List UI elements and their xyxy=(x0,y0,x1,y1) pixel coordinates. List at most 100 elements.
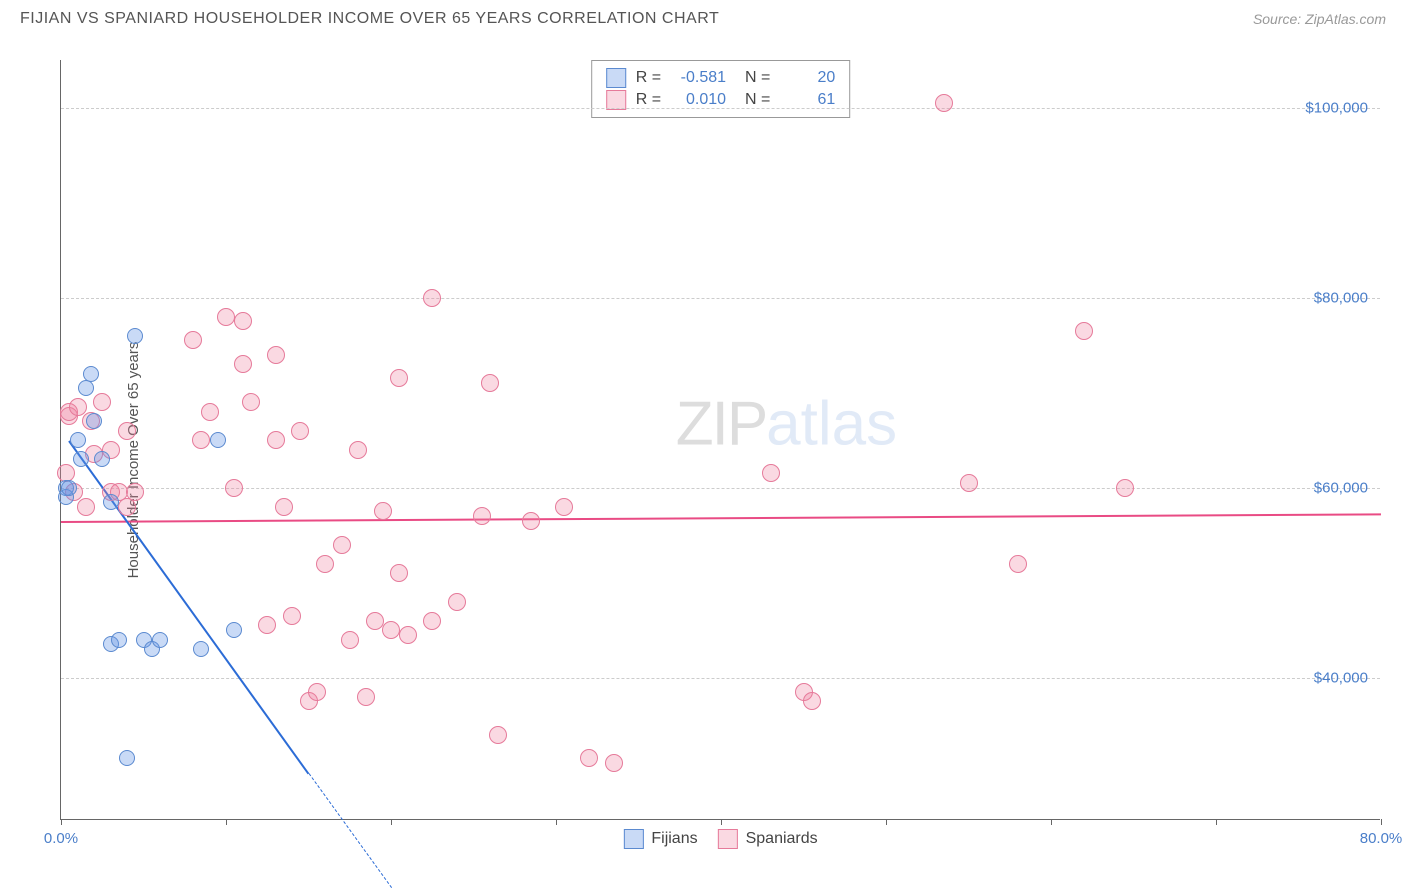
grid-line xyxy=(61,108,1380,109)
data-point-spaniards xyxy=(316,555,334,573)
watermark: ZIPatlas xyxy=(676,389,897,460)
x-tick xyxy=(1381,819,1382,825)
grid-line xyxy=(61,298,1380,299)
data-point-fijians xyxy=(70,432,86,448)
data-point-spaniards xyxy=(960,474,978,492)
data-point-spaniards xyxy=(580,749,598,767)
data-point-fijians xyxy=(127,328,143,344)
data-point-spaniards xyxy=(93,393,111,411)
data-point-fijians xyxy=(226,622,242,638)
data-point-spaniards xyxy=(234,312,252,330)
data-point-spaniards xyxy=(366,612,384,630)
data-point-fijians xyxy=(61,480,77,496)
data-point-spaniards xyxy=(423,612,441,630)
data-point-fijians xyxy=(111,632,127,648)
x-tick xyxy=(886,819,887,825)
x-tick xyxy=(1051,819,1052,825)
data-point-spaniards xyxy=(349,441,367,459)
legend: Fijians Spaniards xyxy=(623,829,817,849)
data-point-spaniards xyxy=(448,593,466,611)
data-point-fijians xyxy=(152,632,168,648)
stat-r-value: 0.010 xyxy=(671,91,726,109)
legend-item: Fijians xyxy=(623,829,697,849)
data-point-fijians xyxy=(83,366,99,382)
grid-line xyxy=(61,488,1380,489)
correlation-stats-box: R = -0.581 N = 20 R = 0.010 N = 61 xyxy=(591,60,851,118)
data-point-spaniards xyxy=(225,479,243,497)
stat-n-value: 61 xyxy=(780,91,835,109)
legend-item: Spaniards xyxy=(718,829,818,849)
data-point-spaniards xyxy=(217,308,235,326)
data-point-spaniards xyxy=(258,616,276,634)
chart-container: Householder Income Over 65 years ZIPatla… xyxy=(50,50,1390,870)
data-point-spaniards xyxy=(267,346,285,364)
stat-r-label: R = xyxy=(636,91,661,109)
data-point-fijians xyxy=(94,451,110,467)
data-point-fijians xyxy=(119,750,135,766)
data-point-fijians xyxy=(103,494,119,510)
data-point-spaniards xyxy=(69,398,87,416)
x-tick xyxy=(556,819,557,825)
data-point-spaniards xyxy=(555,498,573,516)
data-point-spaniards xyxy=(1009,555,1027,573)
y-tick-label: $80,000 xyxy=(1314,289,1368,306)
data-point-spaniards xyxy=(399,626,417,644)
data-point-spaniards xyxy=(291,422,309,440)
data-point-spaniards xyxy=(374,502,392,520)
watermark-atlas: atlas xyxy=(766,390,897,459)
data-point-spaniards xyxy=(341,631,359,649)
trend-line-dashed xyxy=(308,773,391,888)
data-point-spaniards xyxy=(283,607,301,625)
data-point-spaniards xyxy=(192,431,210,449)
data-point-fijians xyxy=(193,641,209,657)
chart-header: FIJIAN VS SPANIARD HOUSEHOLDER INCOME OV… xyxy=(0,0,1406,33)
data-point-spaniards xyxy=(184,331,202,349)
data-point-fijians xyxy=(78,380,94,396)
data-point-spaniards xyxy=(357,688,375,706)
plot-area: ZIPatlas R = -0.581 N = 20 R = 0.010 N = … xyxy=(60,60,1380,820)
y-tick-label: $100,000 xyxy=(1305,99,1368,116)
data-point-fijians xyxy=(86,413,102,429)
data-point-spaniards xyxy=(1075,322,1093,340)
data-point-spaniards xyxy=(382,621,400,639)
data-point-spaniards xyxy=(308,683,326,701)
data-point-spaniards xyxy=(605,754,623,772)
swatch-icon xyxy=(606,68,626,88)
stat-n-value: 20 xyxy=(780,69,835,87)
y-tick-label: $60,000 xyxy=(1314,479,1368,496)
data-point-spaniards xyxy=(118,422,136,440)
legend-label: Spaniards xyxy=(746,830,818,848)
data-point-spaniards xyxy=(522,512,540,530)
data-point-spaniards xyxy=(267,431,285,449)
data-point-spaniards xyxy=(126,483,144,501)
x-tick xyxy=(721,819,722,825)
data-point-spaniards xyxy=(935,94,953,112)
data-point-fijians xyxy=(210,432,226,448)
trend-line xyxy=(61,513,1381,523)
data-point-spaniards xyxy=(275,498,293,516)
y-tick-label: $40,000 xyxy=(1314,669,1368,686)
stats-row: R = -0.581 N = 20 xyxy=(606,67,836,89)
x-tick xyxy=(61,819,62,825)
chart-title: FIJIAN VS SPANIARD HOUSEHOLDER INCOME OV… xyxy=(20,10,719,28)
chart-source: Source: ZipAtlas.com xyxy=(1253,11,1386,27)
data-point-spaniards xyxy=(390,369,408,387)
data-point-spaniards xyxy=(481,374,499,392)
x-tick-label: 80.0% xyxy=(1360,830,1403,847)
data-point-spaniards xyxy=(1116,479,1134,497)
data-point-spaniards xyxy=(333,536,351,554)
data-point-spaniards xyxy=(803,692,821,710)
swatch-icon xyxy=(623,829,643,849)
data-point-spaniards xyxy=(242,393,260,411)
data-point-spaniards xyxy=(390,564,408,582)
legend-label: Fijians xyxy=(651,830,697,848)
x-tick xyxy=(391,819,392,825)
swatch-icon xyxy=(718,829,738,849)
stat-n-label: N = xyxy=(736,91,770,109)
data-point-spaniards xyxy=(234,355,252,373)
x-tick xyxy=(226,819,227,825)
stat-n-label: N = xyxy=(736,69,770,87)
x-tick xyxy=(1216,819,1217,825)
data-point-spaniards xyxy=(201,403,219,421)
data-point-spaniards xyxy=(77,498,95,516)
